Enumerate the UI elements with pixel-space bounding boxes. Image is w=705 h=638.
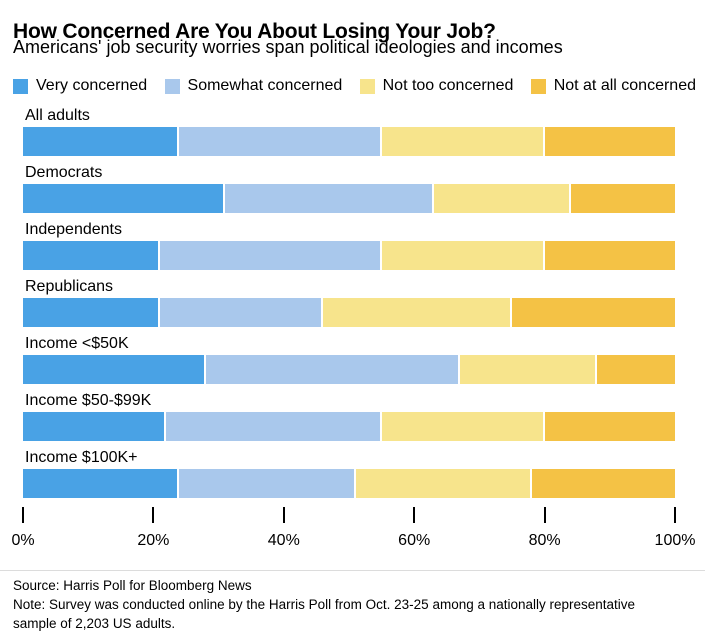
legend-item: Not at all concerned (530, 77, 696, 95)
category-label: Independents (25, 221, 122, 238)
legend-swatch (530, 78, 546, 94)
bar-segment (23, 184, 226, 213)
legend-label: Not too concerned (382, 77, 514, 94)
bar-segment (23, 298, 160, 327)
legend-label: Very concerned (36, 77, 148, 94)
axis-tick-label: 80% (528, 532, 561, 549)
axis-tick (674, 507, 676, 523)
bar-row (23, 412, 675, 441)
bar-segment (355, 469, 532, 498)
footer-divider (0, 570, 705, 571)
bar-segment (596, 355, 675, 384)
legend-item: Not too concerned (359, 77, 514, 95)
bar-segment (159, 241, 382, 270)
axis-tick (152, 507, 155, 523)
bar-segment (570, 184, 675, 213)
bar-segment (23, 355, 206, 384)
bar-segment (205, 355, 460, 384)
bar-segment (322, 298, 512, 327)
bar-segment (23, 127, 180, 156)
bar-segment (23, 412, 167, 441)
legend-swatch (13, 78, 28, 94)
bar-row (23, 298, 675, 327)
bar-segment (159, 298, 323, 327)
legend: Very concerned Somewhat concerned Not too … (13, 77, 696, 95)
axis-tick-label: 100% (654, 532, 696, 549)
axis-tick-label: 20% (137, 532, 170, 549)
legend-item: Very concerned (13, 77, 147, 95)
bar-segment (544, 241, 675, 270)
category-label: All adults (25, 107, 90, 124)
legend-label: Somewhat concerned (187, 77, 343, 94)
bar-segment (544, 127, 675, 156)
bar-segment (459, 355, 597, 384)
bar-segment (179, 469, 356, 498)
axis-tick (543, 507, 546, 523)
bar-row (23, 184, 675, 213)
bar-segment (166, 412, 382, 441)
legend-swatch (164, 78, 180, 94)
axis-tick-label: 40% (267, 532, 300, 549)
bar-segment (23, 469, 180, 498)
footer: Source: Harris Poll for Bloomberg News N… (13, 576, 697, 633)
chart-subtitle: Americans' job security worries span pol… (13, 37, 563, 57)
bar-segment (511, 298, 675, 327)
axis-tick-label: 0% (11, 532, 35, 549)
legend-item: Somewhat concerned (164, 77, 343, 95)
axis-tick (282, 507, 285, 523)
bar-segment (381, 412, 545, 441)
bar-segment (225, 184, 434, 213)
category-label: Income $50-$99K (25, 392, 152, 409)
bar-row (23, 355, 675, 384)
axis-tick (413, 507, 416, 523)
bar-row (23, 241, 675, 270)
category-label: Income $100K+ (25, 449, 138, 466)
legend-label: Not at all concerned (553, 77, 696, 94)
bar-row (23, 469, 675, 498)
plot-area: All adults Democrats Independents Republica… (23, 107, 675, 507)
bar-segment (381, 127, 545, 156)
axis-tick-label: 60% (398, 532, 431, 549)
note-text: Note: Survey was conducted online by the… (13, 597, 636, 631)
legend-swatch (359, 78, 375, 94)
category-label: Income <$50K (25, 335, 129, 352)
category-label: Republicans (25, 278, 114, 295)
bar-segment (23, 241, 160, 270)
chart-title: How Concerned Are You About Losing Your … (13, 20, 496, 44)
bar-segment (544, 412, 675, 441)
bar-segment (433, 184, 571, 213)
source-text: Source: Harris Poll for Bloomberg News (13, 578, 252, 593)
category-label: Democrats (25, 164, 103, 181)
x-axis: 0% 20% 40% 60% 80% 100% (11, 507, 695, 555)
axis-tick (22, 507, 24, 523)
bar-segment (179, 127, 382, 156)
bar-segment (381, 241, 545, 270)
bar-segment (531, 469, 675, 498)
bar-row (23, 127, 675, 156)
